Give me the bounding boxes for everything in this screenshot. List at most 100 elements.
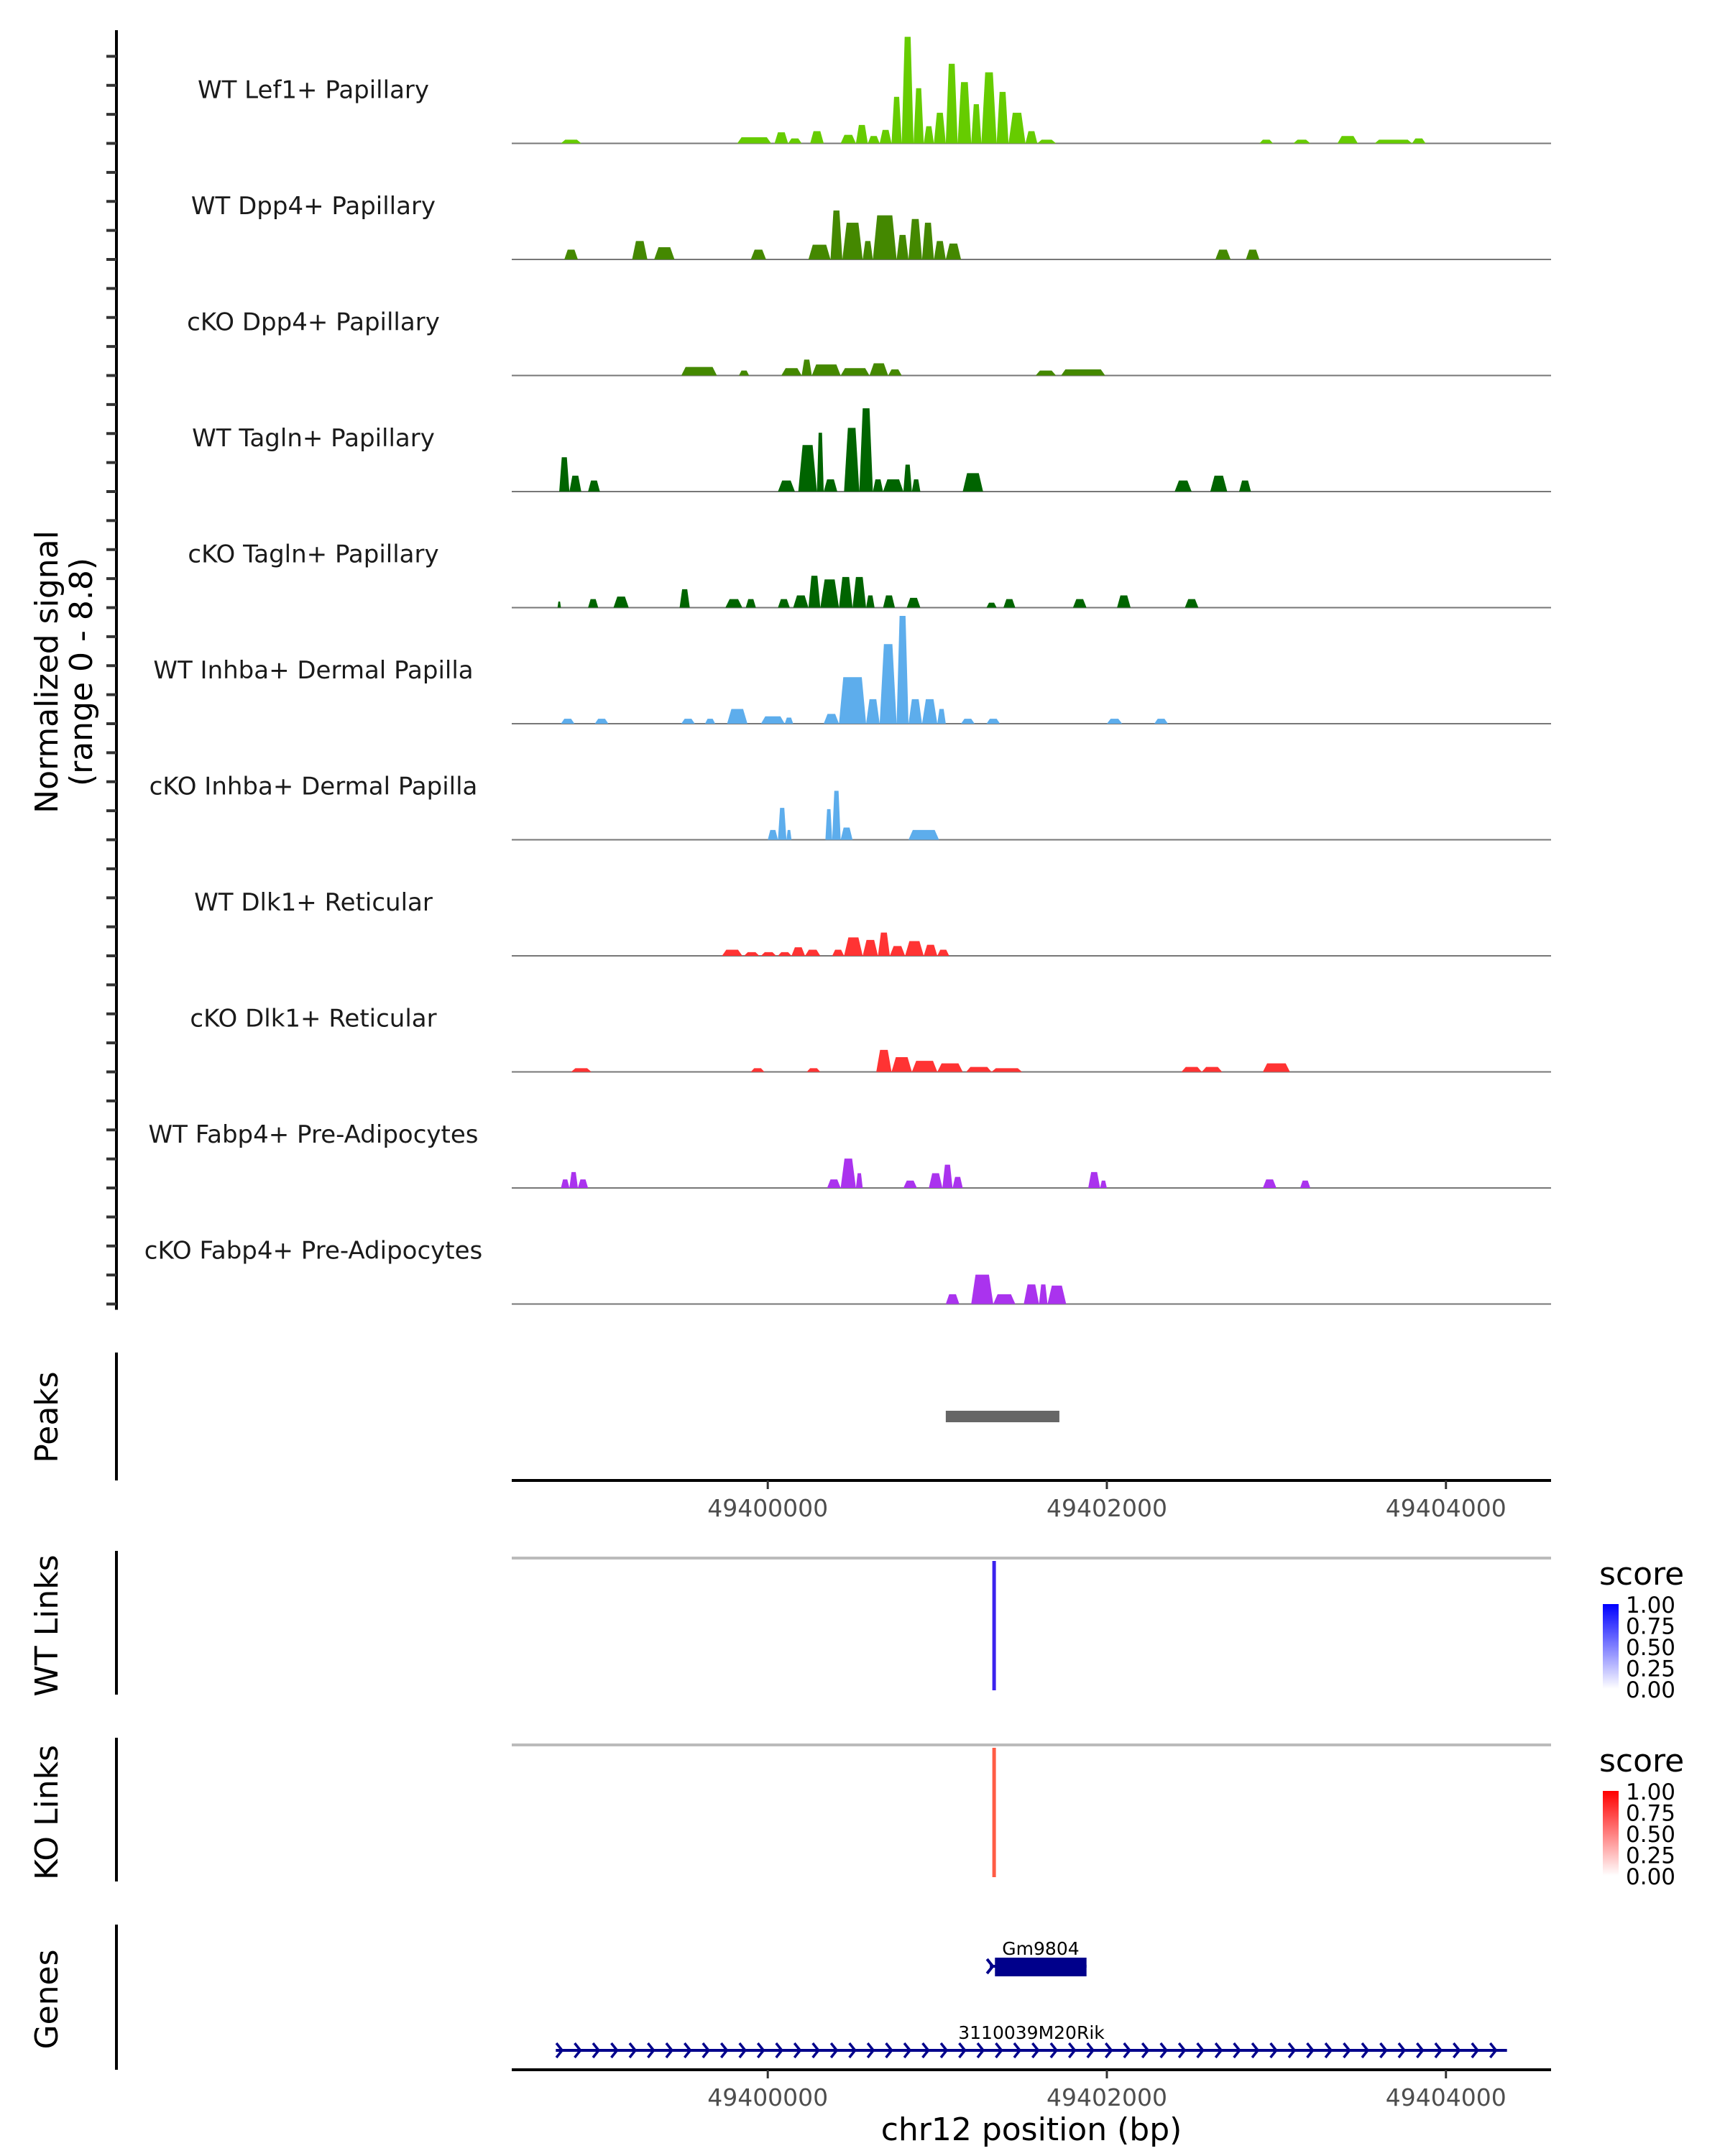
signal-area [901, 37, 914, 144]
strand-arrow [592, 2042, 601, 2059]
signal-area [1293, 139, 1311, 144]
signal-area [727, 709, 748, 724]
signal-area [840, 827, 853, 840]
strand-arrow [811, 2042, 820, 2059]
legend-tick-label: 0.50 [1626, 1822, 1675, 1848]
strand-arrow [939, 2042, 949, 2059]
signal-area [774, 132, 788, 144]
signal-area [778, 952, 792, 956]
gene-models: Gm9804 3110039M20Rik [555, 1938, 1507, 2059]
signal-area [1262, 1179, 1276, 1188]
signal-area [855, 1173, 863, 1188]
signal-area [571, 1068, 592, 1072]
x-tick-label: 49400000 [707, 1494, 828, 1522]
signal-area [1106, 719, 1123, 724]
signal-area [1262, 1063, 1290, 1072]
strand-arrow [1013, 2042, 1022, 2059]
signal-area [681, 367, 717, 376]
signal-area [564, 249, 578, 259]
signal-area [883, 595, 896, 608]
signal-area [869, 363, 888, 376]
signal-area [903, 1180, 917, 1188]
legend-tick-label: 0.75 [1626, 1801, 1675, 1827]
signal-area [942, 1164, 953, 1188]
signal-area [873, 479, 883, 492]
track-label: cKO Inhba+ Dermal Papilla [150, 773, 478, 801]
signal-area [798, 445, 817, 492]
signal-area [1047, 1285, 1067, 1304]
x-axis-label: chr12 position (bp) [881, 2111, 1182, 2148]
signal-area [862, 939, 878, 956]
strand-arrow [1489, 2042, 1498, 2059]
signal-area [811, 364, 841, 376]
signal-area [991, 1068, 1023, 1072]
signal-area [681, 719, 695, 724]
signal-area [760, 716, 785, 724]
signal-area [745, 599, 756, 608]
signal-area [971, 103, 982, 144]
signal-area [832, 791, 841, 840]
strand-arrow [995, 2042, 1003, 2059]
strand-arrow [885, 2042, 893, 2059]
strand-arrow [1397, 2042, 1407, 2059]
signal-area [906, 597, 921, 608]
strand-arrow [719, 2042, 729, 2059]
signal-area [888, 369, 902, 376]
signal-area [1072, 599, 1087, 608]
signal-area [1003, 599, 1016, 608]
signal-area [966, 1067, 992, 1072]
ko-links-track-label: KO Links [29, 1745, 65, 1880]
genes-track-label: Genes [29, 1949, 65, 2049]
legend-tick-label: 1.00 [1626, 1779, 1675, 1805]
signal-area [891, 96, 902, 144]
signal-area [878, 932, 891, 956]
signal-area [1025, 131, 1038, 144]
signal-area [613, 596, 629, 608]
signal-area [868, 136, 880, 144]
strand-arrow [1324, 2042, 1333, 2059]
signal-area [840, 368, 870, 376]
signal-area [839, 677, 867, 724]
wt-links-track-label: WT Links [29, 1554, 65, 1696]
signal-area [1039, 1284, 1048, 1304]
strand-arrow [1196, 2042, 1205, 2059]
strand-arrow [1361, 2042, 1370, 2059]
strand-arrow [1306, 2042, 1315, 2059]
signal-area [1210, 475, 1228, 492]
legend-tick-label: 0.50 [1626, 1635, 1675, 1661]
signal-area [1215, 249, 1231, 259]
signal-area [1300, 1180, 1311, 1188]
signal-area [806, 1068, 821, 1072]
strand-arrow [829, 2042, 839, 2059]
x-tick-label: 49404000 [1386, 2083, 1506, 2111]
track-label: WT Lef1+ Papillary [198, 76, 429, 105]
signal-area [840, 1158, 856, 1188]
signal-area [934, 241, 946, 259]
signal-area [879, 129, 892, 144]
strand-arrow [555, 2042, 564, 2059]
strand-arrow [1177, 2042, 1187, 2059]
strand-arrow [1214, 2042, 1223, 2059]
signal-area [1374, 139, 1412, 144]
signal-area [594, 719, 609, 724]
strand-arrow [1031, 2042, 1040, 2059]
signal-area [704, 719, 716, 724]
ko-score-legend: score 1.000.750.500.250.00 [1599, 1743, 1684, 1890]
signal-area [921, 699, 938, 724]
signal-area [801, 359, 812, 376]
y-axis-label-line1: Normalized signal [29, 530, 65, 814]
signal-area [588, 599, 599, 608]
signal-area [739, 370, 750, 376]
legend-colorbar [1603, 1604, 1619, 1689]
strand-arrow [1251, 2042, 1260, 2059]
signal-area [824, 479, 837, 492]
x-tick-label: 49404000 [1386, 1494, 1506, 1522]
signal-area [561, 139, 581, 144]
strand-arrow [1287, 2042, 1297, 2059]
signal-area [1259, 139, 1274, 144]
signal-area [768, 829, 778, 840]
signal-area [855, 124, 868, 144]
legend-tick-label: 0.75 [1626, 1614, 1675, 1640]
strand-arrow [1343, 2042, 1351, 2059]
